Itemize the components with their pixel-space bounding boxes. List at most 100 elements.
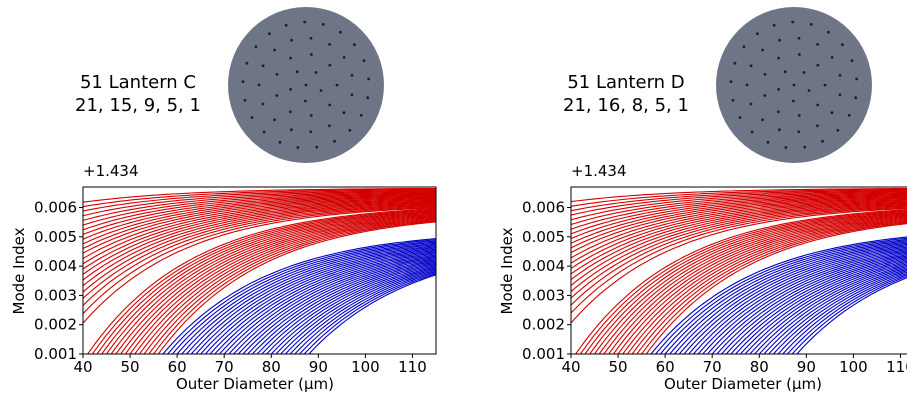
y-tick-label: 0.002 — [522, 316, 565, 334]
fiber-core-dot — [816, 43, 819, 46]
red-series-line — [120, 214, 436, 354]
red-series-line — [594, 212, 907, 354]
red-series-line — [571, 194, 907, 235]
red-series-line — [83, 189, 436, 212]
red-series-line — [106, 211, 436, 354]
y-tick-label: 0.004 — [522, 257, 565, 275]
fiber-core-dot — [303, 20, 307, 24]
y-offset-label: +1.434 — [571, 162, 627, 180]
fiber-core-dot — [350, 74, 354, 77]
red-series-line — [589, 211, 907, 354]
y-tick-label: 0.004 — [34, 257, 77, 275]
x-tick-label: 110 — [398, 358, 427, 376]
red-series-line — [96, 209, 436, 354]
blue-series-line — [294, 270, 436, 354]
fiber-core-dot — [241, 80, 245, 83]
blue-series-line — [697, 248, 907, 354]
y-tick-label: 0.002 — [34, 316, 77, 334]
blue-series-line — [763, 267, 907, 354]
fiber-core-dot — [841, 43, 844, 47]
fiber-core-dot — [797, 130, 801, 134]
blue-series-line — [678, 243, 907, 354]
red-series-line — [110, 212, 436, 354]
red-series-line — [608, 215, 907, 354]
fiber-core-dot — [290, 38, 293, 42]
red-series-line — [571, 193, 907, 230]
fiber-core-dot — [750, 130, 754, 134]
fiber-core-dot — [763, 72, 767, 76]
fiber-core-dot — [854, 96, 858, 100]
fiber-core-dot — [797, 36, 801, 40]
blue-series-line — [242, 257, 436, 354]
fiber-cross-section — [228, 7, 384, 163]
blue-series-line — [275, 266, 436, 354]
red-series-line — [627, 219, 907, 354]
x-tick-label: 100 — [839, 358, 868, 376]
fiber-core-dot — [304, 99, 307, 103]
fiber-core-dot — [319, 89, 323, 92]
red-series-line — [571, 200, 907, 269]
y-tick-label: 0.001 — [34, 345, 77, 363]
blue-series-line — [303, 273, 436, 354]
fiber-core-dot — [328, 103, 332, 107]
fiber-core-dot — [284, 23, 288, 27]
fiber-core-dot — [798, 53, 801, 56]
blue-series-line — [181, 242, 436, 354]
red-series-line — [143, 218, 436, 354]
red-series-line — [571, 199, 907, 264]
blue-series-line — [247, 259, 436, 354]
blue-series-line — [219, 252, 436, 354]
x-tick-label: 40 — [561, 358, 580, 376]
y-tick-label: 0.005 — [522, 228, 565, 246]
fiber-core-dot — [275, 94, 279, 97]
red-series-line — [603, 214, 907, 354]
y-offset-label: +1.434 — [83, 162, 139, 180]
plot-frame — [82, 186, 437, 355]
red-series-line — [571, 202, 907, 281]
red-series-line — [83, 196, 436, 249]
red-series-line — [571, 203, 907, 286]
red-series-line — [571, 192, 907, 226]
fiber-core-dot — [809, 23, 813, 26]
blue-series-line — [664, 240, 907, 354]
x-tick-label: 50 — [121, 358, 140, 376]
x-tick-label: 80 — [262, 358, 281, 376]
fiber-core-dot — [275, 72, 279, 76]
fiber-core-dot — [328, 43, 331, 46]
blue-series-line — [280, 267, 436, 354]
red-series-line — [83, 203, 436, 293]
red-series-line — [153, 220, 436, 354]
red-series-line — [571, 190, 907, 216]
fiber-core-dot — [290, 128, 293, 132]
red-series-line — [83, 200, 436, 270]
fiber-core-dot — [816, 63, 820, 67]
red-series-line — [571, 207, 907, 314]
blue-series-line — [772, 270, 907, 354]
fiber-core-dot — [778, 128, 781, 132]
blue-series-line — [674, 242, 907, 354]
fiber-core-dot — [731, 98, 735, 102]
x-tick-label: 60 — [656, 358, 675, 376]
fiber-core-dot — [792, 99, 795, 103]
y-axis-label: Mode Index — [498, 227, 516, 314]
fiber-core-dot — [309, 36, 313, 40]
red-series-line — [83, 187, 436, 203]
fiber-core-dot — [367, 77, 371, 81]
red-series-line — [83, 204, 436, 299]
red-series-line — [571, 201, 907, 275]
y-axis-label: Mode Index — [10, 227, 28, 314]
red-series-line — [641, 222, 907, 354]
blue-series-line — [308, 274, 436, 354]
fiber-core-dot — [745, 83, 749, 87]
fiber-core-dot — [353, 43, 356, 47]
blue-series-line — [716, 254, 907, 354]
y-tick-label: 0.001 — [522, 345, 565, 363]
blue-series-line — [754, 264, 907, 354]
fiber-core-dot — [243, 98, 247, 102]
fiber-core-dot — [850, 59, 854, 63]
blue-series-line — [683, 245, 907, 354]
fiber-core-dot — [738, 116, 742, 119]
fiber-core-dot — [315, 145, 319, 149]
fiber-core-dot — [761, 118, 764, 122]
fiber-core-dot — [830, 111, 834, 115]
